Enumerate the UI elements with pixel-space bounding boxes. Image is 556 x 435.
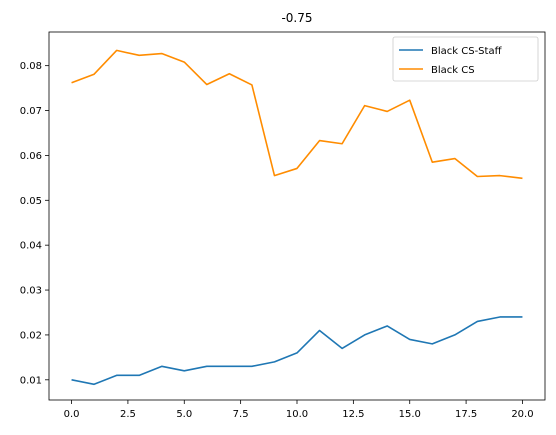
series-line-1 bbox=[71, 316, 523, 386]
legend-box bbox=[392, 36, 539, 82]
legend-label: Black CS-Staff bbox=[431, 46, 503, 57]
x-tick-label: 17.5 bbox=[455, 409, 477, 420]
x-tick-label: 2.5 bbox=[120, 409, 136, 420]
legend-label: Black CS bbox=[431, 65, 475, 76]
y-axis: 0.01 0.02 0.03 0.04 0.05 0.06 0.07 0.08 bbox=[20, 61, 49, 386]
legend: Black CS-Staff Black CS bbox=[392, 36, 539, 82]
x-tick-label: 7.5 bbox=[233, 409, 249, 420]
series-layer bbox=[71, 49, 523, 386]
y-tick-label: 0.07 bbox=[20, 106, 42, 117]
chart-title: -0.75 bbox=[281, 11, 312, 25]
plot-area-frame bbox=[48, 31, 546, 401]
y-tick-label: 0.04 bbox=[20, 241, 42, 252]
y-tick-label: 0.02 bbox=[20, 330, 42, 341]
y-tick-label: 0.08 bbox=[20, 61, 42, 72]
x-tick-label: 0.0 bbox=[64, 409, 80, 420]
series-line-2 bbox=[71, 49, 523, 180]
x-tick-label: 5.0 bbox=[176, 409, 192, 420]
x-tick-label: 10.0 bbox=[286, 409, 308, 420]
y-tick-label: 0.05 bbox=[20, 196, 42, 207]
y-tick-label: 0.03 bbox=[20, 286, 42, 297]
y-tick-label: 0.06 bbox=[20, 151, 42, 162]
y-tick-label: 0.01 bbox=[20, 375, 42, 386]
x-tick-label: 12.5 bbox=[342, 409, 364, 420]
x-axis: 0.0 2.5 5.0 7.5 10.0 12.5 15.0 17.5 20.0 bbox=[64, 400, 534, 420]
x-tick-label: 20.0 bbox=[511, 409, 533, 420]
x-tick-label: 15.0 bbox=[399, 409, 421, 420]
